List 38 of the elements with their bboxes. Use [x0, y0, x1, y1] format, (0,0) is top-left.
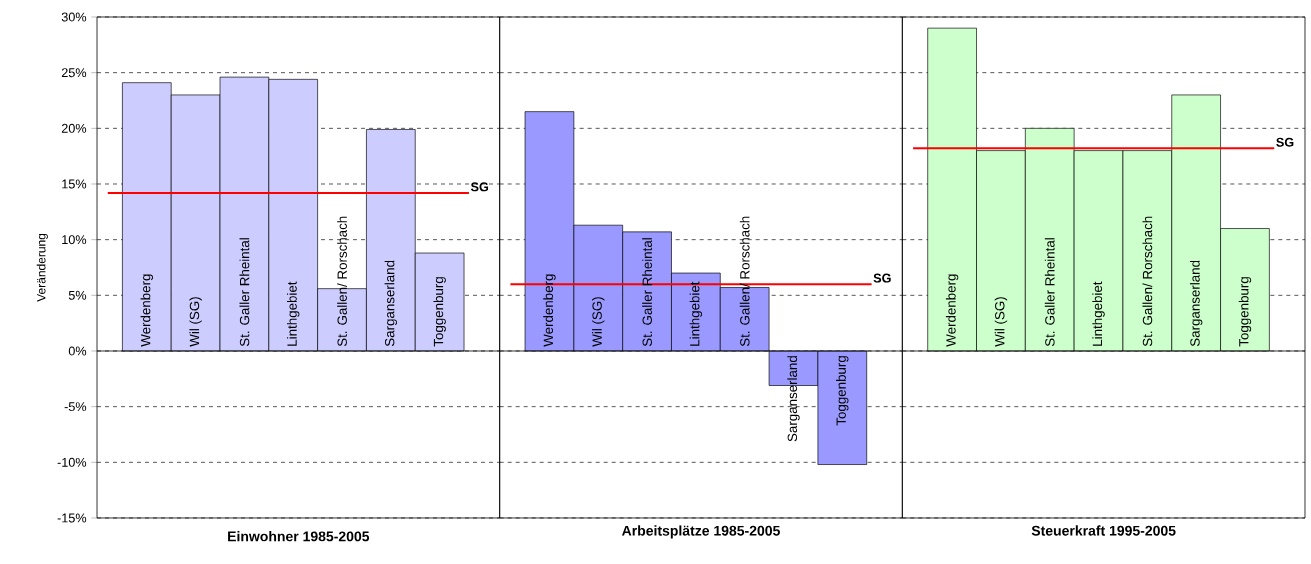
category-label: Toggenburg: [1238, 277, 1252, 347]
category-label: Linthgebiet: [287, 281, 300, 346]
y-tick-label: 20%: [61, 123, 87, 133]
category-label: Wil (SG): [994, 297, 1008, 347]
y-tick-label: 10%: [62, 235, 87, 245]
category-label: Wil (SG): [189, 297, 202, 347]
y-tick-label: 15%: [62, 179, 87, 189]
category-label: Sarganserland: [787, 356, 800, 442]
y-tick-label: -10%: [57, 457, 87, 467]
category-label: St. Galler Rheintal: [239, 238, 250, 347]
category-label: Werdenberg: [543, 274, 556, 347]
category-label: Sarganserland: [384, 260, 398, 347]
y-axis-title: Veränderung: [36, 233, 48, 302]
y-tick-label: -5%: [64, 402, 87, 412]
x-axis-title: Steuerkraft 1995-2005: [1031, 525, 1176, 536]
y-tick-label: 30%: [61, 12, 87, 22]
y-tick-label: -15%: [57, 513, 87, 523]
category-label: St. Galler Rheintal: [1044, 238, 1055, 347]
category-label: St. Galler Rheintal: [642, 238, 652, 347]
y-tick-label: 0%: [68, 346, 87, 356]
ref-line-label: SG: [873, 273, 891, 283]
ref-line-label: SG: [1276, 137, 1294, 147]
x-axis-title: Einwohner 1985-2005: [228, 531, 370, 542]
category-label: Werdenberg: [945, 274, 959, 347]
category-label: Wil (SG): [592, 297, 605, 347]
category-label: Linthgebiet: [1092, 281, 1105, 346]
category-label: Sarganserland: [1189, 260, 1203, 347]
y-tick-label: 25%: [61, 68, 87, 78]
category-label: Toggenburg: [433, 277, 446, 347]
category-label: Linthgebiet: [689, 281, 703, 346]
category-label: St. Gallen/ Rorschach: [1142, 216, 1153, 347]
y-tick-label: 5%: [68, 290, 87, 300]
category-label: Toggenburg: [836, 356, 849, 426]
category-label: Werdenberg: [140, 274, 154, 347]
ref-line-label: SG: [470, 182, 489, 192]
category-label: St. Gallen/ Rorschach: [337, 216, 347, 347]
x-axis-title: Arbeitsplätze 1985-2005: [621, 525, 780, 539]
category-label: St. Gallen/ Rorschach: [739, 216, 750, 347]
